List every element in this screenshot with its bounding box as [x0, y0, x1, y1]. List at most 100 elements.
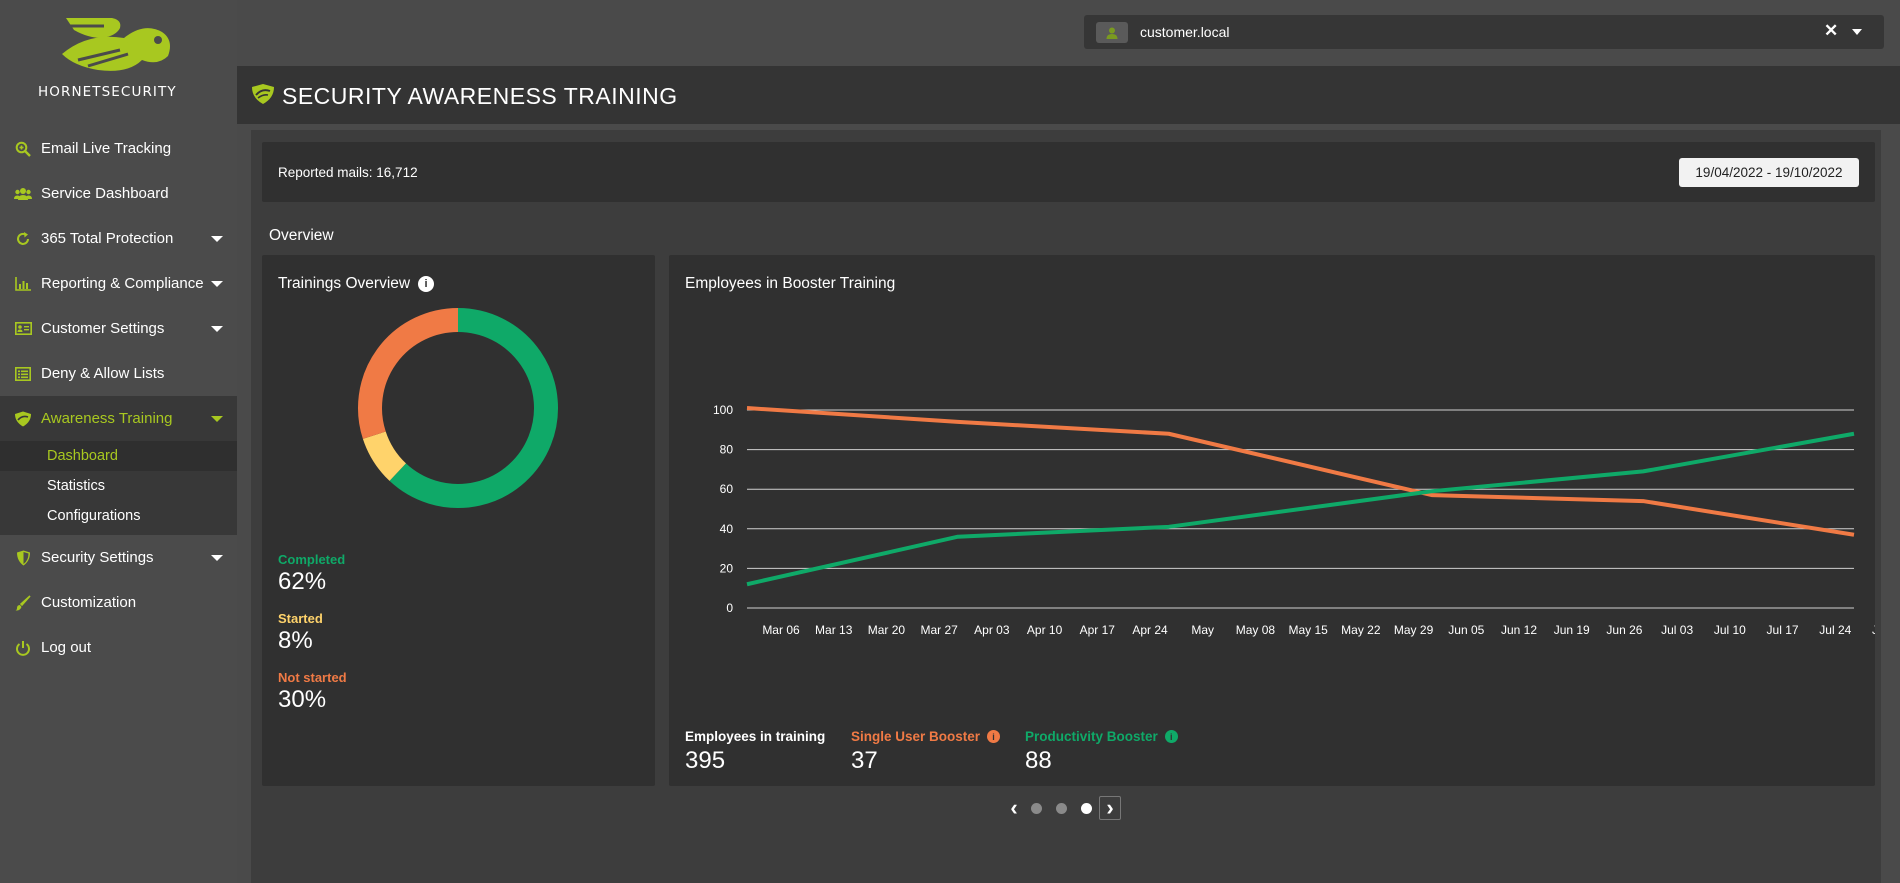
customer-select[interactable]: customer.local ✕	[1084, 15, 1884, 49]
sidebar-item-log-out[interactable]: Log out	[0, 625, 237, 670]
x-tick-label: May 22	[1341, 623, 1381, 637]
stat-not-started-value: 30%	[278, 686, 327, 713]
x-tick-label: Jul 24	[1819, 623, 1851, 637]
brand-name: HORNETSECURITY	[38, 84, 177, 100]
sidebar-item-label: Reporting & Compliance	[41, 275, 204, 292]
chevron-down-icon[interactable]	[1852, 29, 1862, 35]
shield-icon	[14, 549, 32, 567]
sidebar-item-security-settings[interactable]: Security Settings	[0, 535, 237, 580]
refresh-icon	[14, 230, 32, 248]
close-icon[interactable]: ✕	[1824, 21, 1839, 40]
submenu-item-dashboard[interactable]: Dashboard	[0, 441, 237, 471]
sidebar-item-awareness-training[interactable]: Awareness Training	[0, 396, 237, 441]
sidebar-item-customization[interactable]: Customization	[0, 580, 237, 625]
booster-training-title: Employees in Booster Training	[685, 275, 896, 292]
topbar: customer.local ✕	[237, 0, 1900, 64]
sidebar-item-label: Log out	[41, 639, 92, 656]
y-tick-label: 80	[720, 443, 734, 457]
chevron-down-icon[interactable]	[211, 281, 223, 287]
legend-label-row: Productivity Booster i	[1025, 729, 1178, 744]
donut-slice-started	[362, 431, 407, 481]
chevron-down-icon[interactable]	[211, 416, 223, 422]
stat-started-value: 8%	[278, 627, 313, 654]
hornetsecurity-logo[interactable]: HORNETSECURITY	[30, 14, 205, 104]
series-line-productivity-booster	[746, 431, 1855, 587]
sidebar-item-label: Email Live Tracking	[41, 140, 172, 157]
x-tick-label: Apr 17	[1080, 623, 1116, 637]
legend-productivity-booster[interactable]: Productivity Booster i 88	[1025, 729, 1178, 775]
stat-not-started-label: Not started	[278, 670, 347, 685]
legend-label: Single User Booster	[851, 729, 981, 744]
y-tick-label: 60	[720, 482, 734, 496]
stat-completed-label: Completed	[278, 552, 346, 567]
list-icon	[14, 365, 32, 383]
legend-label: Productivity Booster	[1025, 729, 1158, 744]
submenu-item-statistics[interactable]: Statistics	[47, 478, 106, 494]
hornet-icon	[62, 18, 170, 71]
chevron-down-icon[interactable]	[211, 326, 223, 332]
booster-training-card: Employees in Booster Training 0 20 40 60 80 1…	[669, 255, 1875, 786]
customer-name: customer.local	[1140, 24, 1230, 40]
info-icon[interactable]: i	[1164, 730, 1178, 743]
legend-value: 88	[1025, 747, 1052, 774]
chevron-down-icon[interactable]	[211, 236, 223, 242]
sidebar-item-reporting-compliance[interactable]: Reporting & Compliance	[0, 261, 237, 306]
sidebar-item-customer-settings[interactable]: Customer Settings	[0, 306, 237, 351]
trainings-donut-chart	[358, 308, 558, 508]
stat-started-label: Started	[278, 611, 323, 626]
legend-value: 37	[851, 747, 878, 774]
brush-icon	[14, 594, 32, 612]
legend-single-user-booster[interactable]: Single User Booster i 37	[851, 729, 1001, 775]
sidebar: HORNETSECURITY Email Live Tracking Servi…	[0, 0, 237, 883]
hornet-shield-icon	[14, 410, 32, 428]
series-line-single-user-booster	[746, 406, 1855, 537]
trainings-overview-card: Trainings Overview i Completed 62% Starte…	[262, 255, 655, 786]
legend-value: 395	[685, 747, 726, 774]
sidebar-item-label: Service Dashboard	[41, 185, 169, 202]
x-tick-label: Apr 24	[1132, 623, 1168, 637]
sidebar-item-label: Deny & Allow Lists	[41, 365, 165, 382]
sidebar-item-service-dashboard[interactable]: Service Dashboard	[0, 171, 237, 216]
x-tick-label: Apr 10	[1027, 623, 1063, 637]
date-range-button[interactable]: 19/04/2022 - 19/10/2022	[1679, 158, 1859, 187]
x-tick-label: Mar 20	[868, 623, 906, 637]
donut-slice-not-started	[358, 308, 459, 439]
sidebar-item-email-live-tracking[interactable]: Email Live Tracking	[0, 126, 237, 171]
y-tick-label: 100	[713, 403, 733, 417]
pager-dot[interactable]	[1031, 802, 1042, 814]
pager-dot[interactable]	[1056, 802, 1067, 814]
x-tick-label: Jun 05	[1448, 623, 1484, 637]
chevron-left-icon[interactable]: ‹	[1010, 795, 1018, 820]
legend-label-row: Single User Booster i	[851, 729, 1001, 744]
x-tick-label: Jul 10	[1714, 623, 1746, 637]
x-tick-label: Jun 26	[1606, 623, 1642, 637]
x-tick-label: May 29	[1394, 623, 1434, 637]
chevron-right-icon[interactable]: ›	[1099, 795, 1121, 820]
users-icon	[14, 185, 32, 203]
x-tick-label: Mar 13	[815, 623, 853, 637]
y-tick-label: 0	[726, 601, 733, 615]
sidebar-item-label: Customization	[41, 594, 137, 611]
y-tick-label: 20	[720, 561, 734, 575]
info-icon[interactable]: i	[987, 730, 1001, 743]
sidebar-item-label: Security Settings	[41, 549, 154, 566]
x-tick-label: Jul 17	[1767, 623, 1799, 637]
legend-employees-in-training: Employees in training 395	[685, 729, 825, 775]
carousel-pager: ‹ ›	[1004, 795, 1121, 820]
submenu-item-configurations[interactable]: Configurations	[47, 508, 141, 524]
page-header: SECURITY AWARENESS TRAINING	[237, 66, 1900, 124]
sidebar-item-365-total-protection[interactable]: 365 Total Protection	[0, 216, 237, 261]
booster-line-chart: 0 20 40 60 80 100 Mar 06 Mar 13 Mar 20 Mar 27 Apr …	[713, 403, 1875, 637]
x-tick-label: Jul 03	[1661, 623, 1693, 637]
chevron-down-icon[interactable]	[211, 555, 223, 561]
x-tick-label: Mar 27	[920, 623, 958, 637]
id-card-icon	[14, 320, 32, 338]
bar-chart-icon	[14, 275, 32, 293]
summary-bar: Reported mails: 16,712 19/04/2022 - 19/1…	[262, 142, 1875, 202]
info-icon[interactable]: i	[418, 276, 435, 292]
user-avatar-icon	[1096, 22, 1128, 43]
pager-dot-active[interactable]	[1081, 802, 1092, 814]
reported-mails: Reported mails: 16,712	[278, 165, 418, 180]
sidebar-item-deny-allow-lists[interactable]: Deny & Allow Lists	[0, 351, 237, 396]
main-nav: Email Live Tracking Service Dashboard 36…	[0, 126, 237, 670]
